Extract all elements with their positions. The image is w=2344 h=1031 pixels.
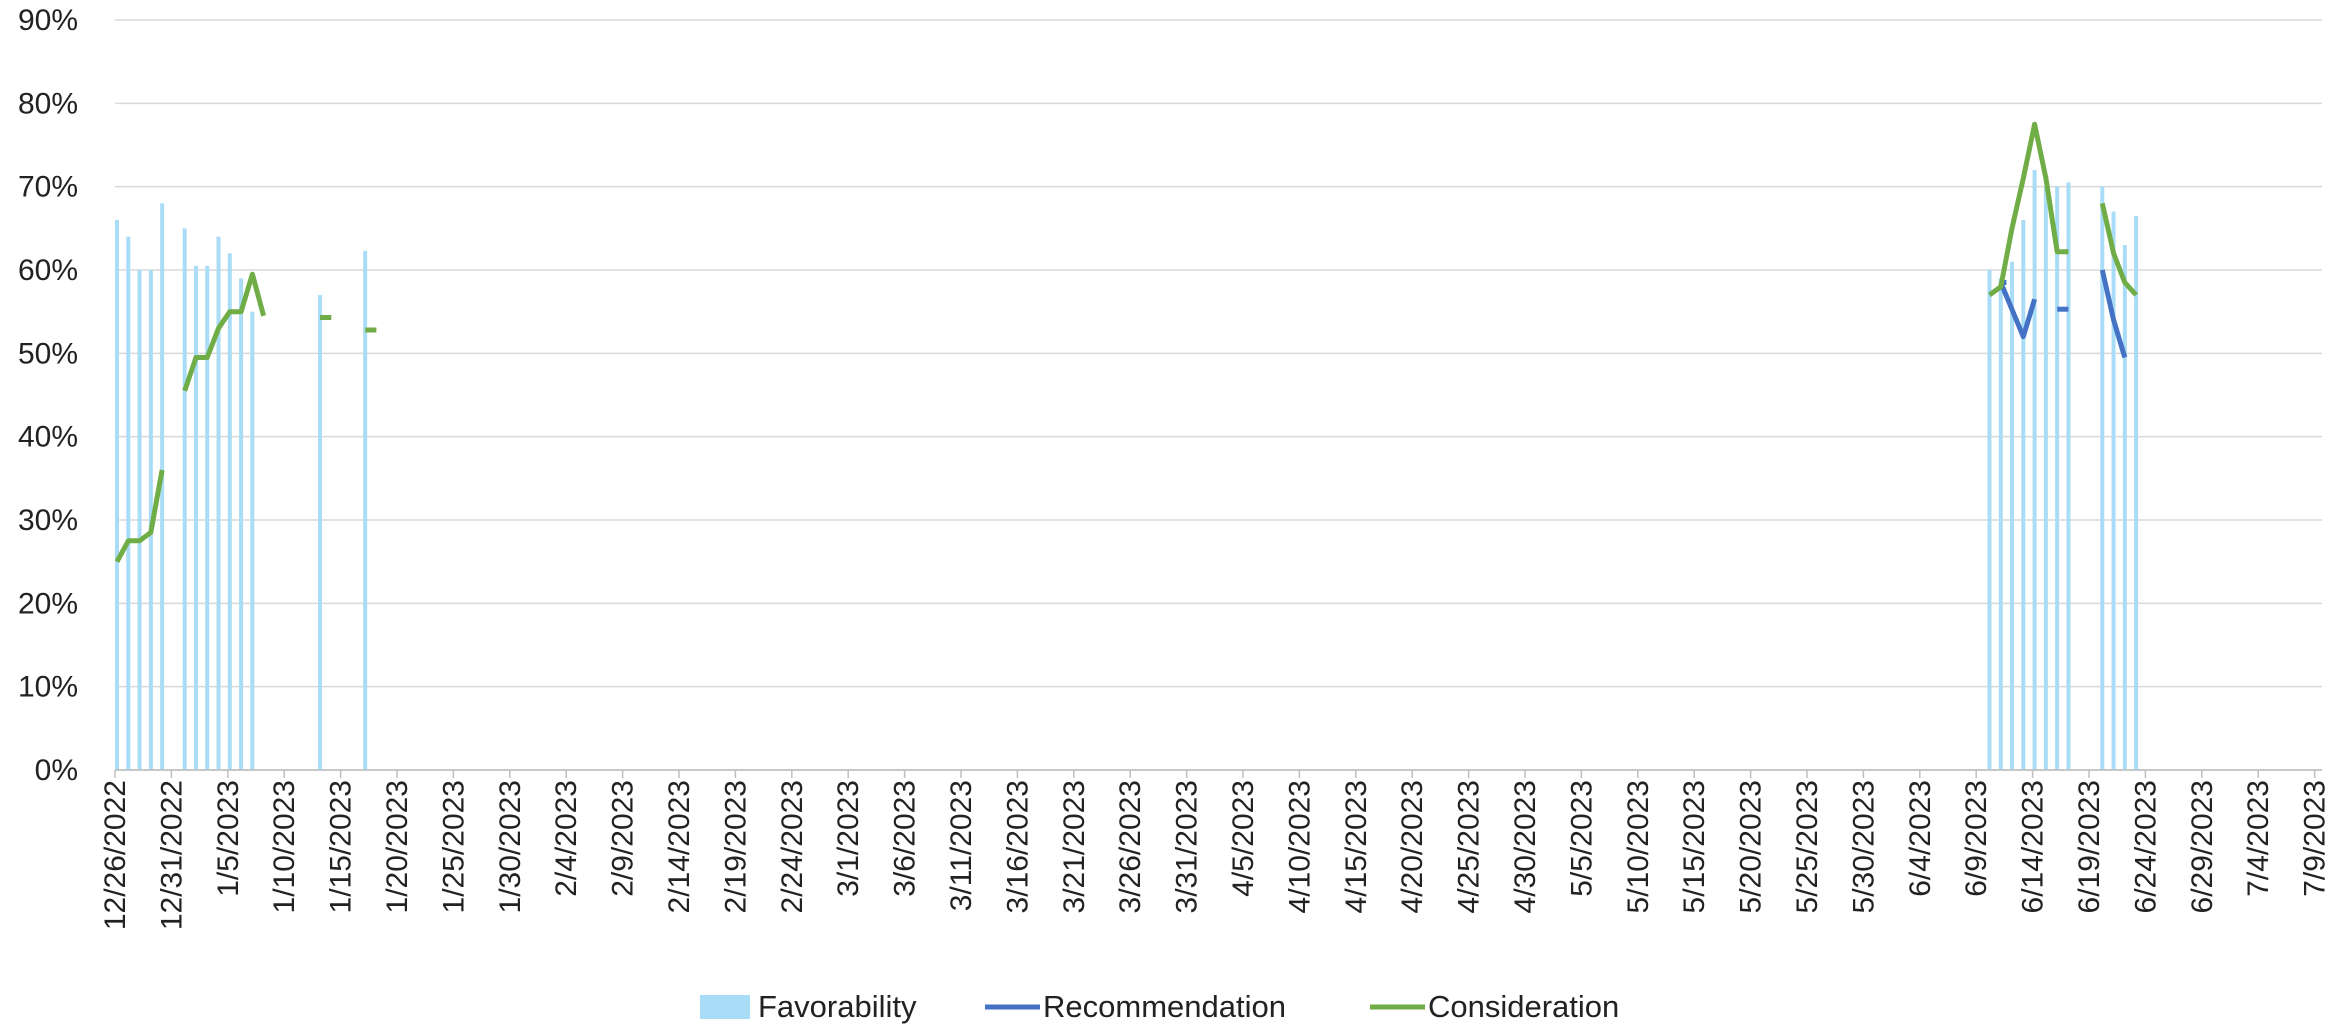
favorability-bar — [2122, 245, 2127, 770]
y-tick-label: 20% — [18, 587, 78, 620]
favorability-bar — [2021, 220, 2026, 770]
x-tick-label: 4/30/2023 — [1509, 780, 1542, 913]
y-tick-label: 30% — [18, 504, 78, 537]
gridlines — [115, 19, 2322, 771]
favorability-bar — [227, 253, 232, 771]
x-tick-label: 6/24/2023 — [2129, 780, 2162, 913]
y-tick-label: 0% — [35, 754, 78, 787]
favorability-bar — [2043, 186, 2048, 770]
x-tick-label: 4/25/2023 — [1453, 780, 1486, 913]
favorability-bar — [193, 265, 198, 770]
favorability-bar — [182, 228, 187, 771]
x-tick-label: 6/14/2023 — [2017, 780, 2050, 913]
favorability-bar — [2134, 215, 2139, 771]
y-tick-label: 50% — [18, 337, 78, 370]
favorability-bars — [115, 170, 2139, 771]
x-tick-label: 3/31/2023 — [1171, 780, 1204, 913]
x-tick-label: 7/9/2023 — [2299, 780, 2332, 897]
x-tick-label: 1/10/2023 — [268, 780, 301, 913]
y-axis-ticks: 0% 10% 20% 30% 40% 50% 60% 70% 80% 90% — [18, 4, 78, 787]
x-tick-label: 5/15/2023 — [1678, 780, 1711, 913]
x-tick-label: 3/21/2023 — [1058, 780, 1091, 913]
x-tick-label: 3/1/2023 — [832, 780, 865, 897]
x-tick-label: 1/20/2023 — [381, 780, 414, 913]
consideration-line — [182, 271, 267, 392]
y-tick-label: 60% — [18, 254, 78, 287]
y-tick-label: 90% — [18, 4, 78, 37]
consideration-line — [114, 469, 165, 563]
x-tick-label: 1/25/2023 — [437, 780, 470, 913]
x-tick-label: 1/5/2023 — [212, 780, 245, 897]
favorability-bar — [239, 278, 244, 770]
favorability-bar — [2100, 186, 2105, 770]
x-tick-label: 4/20/2023 — [1396, 780, 1429, 913]
consideration-line — [1988, 121, 2069, 298]
x-tick-label: 5/5/2023 — [1565, 780, 1598, 897]
consideration-line — [2099, 202, 2138, 297]
x-tick-label: 1/15/2023 — [325, 780, 358, 913]
favorability-legend-label: Favorability — [758, 989, 917, 1024]
trend-lines — [114, 121, 2138, 563]
consideration-legend-label: Consideration — [1428, 989, 1619, 1024]
favorability-bar — [115, 220, 119, 770]
y-tick-label: 80% — [18, 87, 78, 120]
favorability-bar — [318, 295, 323, 770]
favorability-bar — [2066, 182, 2071, 770]
x-tick-label: 2/14/2023 — [663, 780, 696, 913]
x-tick-label: 4/5/2023 — [1227, 780, 1260, 897]
favorability-bar — [2055, 186, 2060, 770]
favorability-bar — [2111, 211, 2116, 770]
recommendation-legend-label: Recommendation — [1043, 989, 1286, 1024]
x-tick-label: 12/26/2022 — [99, 780, 132, 930]
x-tick-label: 6/19/2023 — [2073, 780, 2106, 913]
favorability-bar — [1998, 278, 2003, 770]
y-tick-label: 10% — [18, 671, 78, 704]
x-tick-label: 3/26/2023 — [1114, 780, 1147, 913]
favorability-bar — [1987, 270, 1992, 770]
x-tick-label: 3/16/2023 — [1001, 780, 1034, 913]
x-tick-label: 2/4/2023 — [550, 780, 583, 897]
favorability-bar — [160, 203, 165, 771]
recommendation-line — [2099, 269, 2128, 359]
x-tick-label: 5/30/2023 — [1847, 780, 1880, 913]
favorability-bar — [216, 236, 221, 770]
x-tick-label: 2/9/2023 — [607, 780, 640, 897]
x-tick-label: 7/4/2023 — [2242, 780, 2275, 897]
x-tick-label: 4/10/2023 — [1283, 780, 1316, 913]
favorability-bar — [2032, 170, 2037, 770]
favorability-bar — [126, 236, 131, 770]
x-tick-label: 2/19/2023 — [719, 780, 752, 913]
x-axis: 12/26/2022 12/31/2022 1/5/2023 1/10/2023 1/1… — [99, 769, 2332, 930]
x-tick-label: 6/4/2023 — [1904, 780, 1937, 897]
x-tick-label: 6/9/2023 — [1960, 780, 1993, 897]
x-tick-label: 5/20/2023 — [1735, 780, 1768, 913]
x-tick-label: 6/29/2023 — [2186, 780, 2219, 913]
x-tick-label: 2/24/2023 — [776, 780, 809, 913]
x-tick-label: 3/11/2023 — [945, 780, 978, 911]
x-tick-label: 12/31/2022 — [155, 780, 188, 930]
favorability-legend-swatch — [700, 995, 750, 1019]
favorability-bar — [2010, 261, 2015, 770]
x-tick-label: 4/15/2023 — [1340, 780, 1373, 913]
recommendation-line — [1998, 281, 2037, 340]
y-tick-label: 40% — [18, 421, 78, 454]
x-tick-label: 1/30/2023 — [494, 780, 527, 913]
x-tick-label: 5/10/2023 — [1622, 780, 1655, 913]
y-tick-label: 70% — [18, 171, 78, 204]
favorability-bar — [363, 250, 368, 771]
x-tick-label: 5/25/2023 — [1791, 780, 1824, 913]
favorability-bar — [250, 311, 255, 770]
favorability-bar — [137, 270, 142, 770]
favorability-bar — [205, 265, 210, 770]
legend: Favorability Recommendation Consideration — [700, 989, 1619, 1024]
x-tick-label: 3/6/2023 — [889, 780, 922, 897]
